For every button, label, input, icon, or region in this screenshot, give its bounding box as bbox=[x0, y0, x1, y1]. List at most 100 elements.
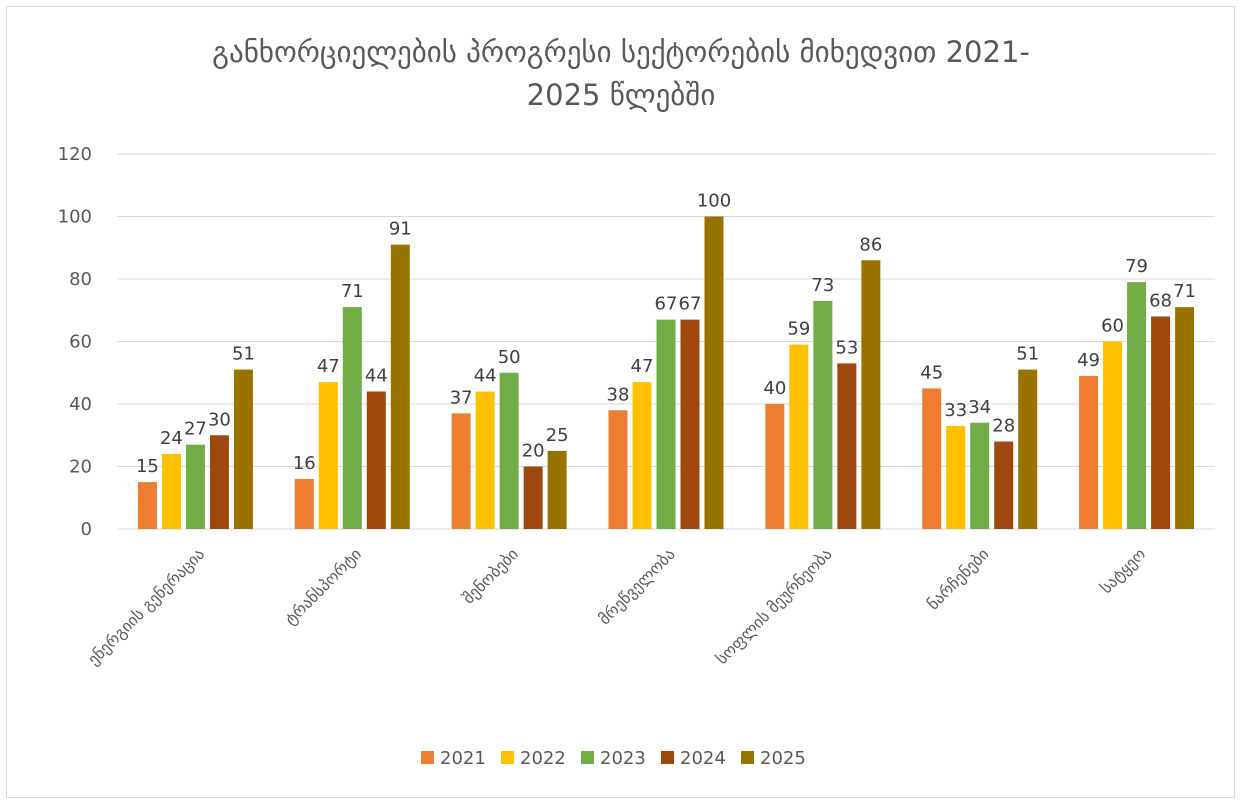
data-label: 91 bbox=[389, 219, 412, 240]
bar-2021 bbox=[137, 482, 157, 529]
data-label: 34 bbox=[968, 397, 991, 418]
bar-2022 bbox=[632, 382, 652, 529]
chart-title-line-1: განხორციელების პროგრესი სექტორების მიხედ… bbox=[212, 35, 1030, 69]
x-category-label: სატყეო bbox=[1096, 544, 1149, 597]
bar-2023 bbox=[342, 307, 362, 529]
data-label: 86 bbox=[859, 234, 882, 255]
data-label: 44 bbox=[365, 366, 388, 387]
bar-2021 bbox=[451, 413, 471, 529]
data-label: 53 bbox=[835, 337, 858, 358]
y-axis-ticks: 0 20 40 60 80 100 120 bbox=[58, 144, 92, 540]
data-label: 25 bbox=[546, 425, 569, 446]
chart-frame: განხორციელების პროგრესი სექტორების მიხედ… bbox=[6, 6, 1235, 798]
data-label: 51 bbox=[1016, 344, 1039, 365]
data-label: 59 bbox=[787, 319, 810, 340]
bar-2023 bbox=[185, 444, 205, 529]
data-label: 71 bbox=[341, 281, 364, 302]
chart-title: განხორციელების პროგრესი სექტორების მიხედ… bbox=[212, 35, 1030, 112]
bar-2021 bbox=[765, 404, 785, 529]
chart-title-line-2: 2025 წლებში bbox=[527, 78, 716, 112]
bar-2025 bbox=[1175, 307, 1195, 529]
data-label: 15 bbox=[136, 456, 159, 477]
bar-2023 bbox=[813, 300, 833, 529]
legend-label: 2025 bbox=[760, 748, 806, 769]
data-label: 20 bbox=[522, 441, 545, 462]
legend-label: 2022 bbox=[520, 748, 566, 769]
y-tick-label: 120 bbox=[58, 144, 92, 165]
data-label: 100 bbox=[697, 191, 731, 212]
bar-2025 bbox=[704, 216, 724, 529]
x-axis-categories: ენერგიის გენერაცია ტრანსპორტი შენობები მრეწ… bbox=[84, 544, 1150, 668]
bars bbox=[137, 216, 1195, 529]
bar-2025 bbox=[233, 369, 253, 529]
legend-swatch-2021 bbox=[421, 751, 434, 764]
bar-2021 bbox=[922, 388, 942, 529]
bar-2021 bbox=[294, 479, 314, 529]
legend-swatch-2023 bbox=[581, 751, 594, 764]
bar-2022 bbox=[789, 344, 809, 529]
y-tick-label: 80 bbox=[69, 269, 92, 290]
legend-label: 2024 bbox=[680, 748, 726, 769]
x-category-label: ენერგიის გენერაცია bbox=[84, 544, 208, 668]
data-label: 47 bbox=[631, 356, 654, 377]
bar-2024 bbox=[680, 319, 700, 529]
x-category-label: შენობები bbox=[459, 544, 522, 607]
bar-2022 bbox=[946, 425, 966, 529]
bar-2024 bbox=[209, 435, 229, 529]
bar-2023 bbox=[656, 319, 676, 529]
legend-label: 2023 bbox=[600, 748, 646, 769]
data-label: 24 bbox=[160, 428, 183, 449]
bar-2022 bbox=[1103, 341, 1123, 529]
bar-2023 bbox=[970, 422, 990, 529]
y-tick-label: 0 bbox=[81, 519, 92, 540]
data-label: 50 bbox=[498, 347, 521, 368]
legend-swatch-2025 bbox=[741, 751, 754, 764]
bar-2024 bbox=[366, 391, 386, 529]
legend: 2021 2022 2023 2024 2025 bbox=[421, 748, 806, 769]
y-tick-label: 100 bbox=[58, 207, 92, 228]
data-label: 51 bbox=[232, 344, 255, 365]
data-label: 73 bbox=[811, 275, 834, 296]
bar-2025 bbox=[1018, 369, 1038, 529]
data-label: 47 bbox=[317, 356, 340, 377]
data-label: 60 bbox=[1101, 316, 1124, 337]
bar-2022 bbox=[318, 382, 338, 529]
data-label: 68 bbox=[1149, 291, 1172, 312]
data-label: 71 bbox=[1173, 281, 1196, 302]
legend-label: 2021 bbox=[440, 748, 486, 769]
data-label: 79 bbox=[1125, 256, 1148, 277]
data-label: 28 bbox=[992, 416, 1015, 437]
bar-2025 bbox=[861, 260, 881, 529]
bar-2022 bbox=[161, 454, 181, 529]
y-tick-label: 60 bbox=[69, 332, 92, 353]
data-label: 40 bbox=[763, 378, 786, 399]
data-label: 33 bbox=[944, 400, 967, 421]
x-category-label: ნარჩენები bbox=[923, 544, 992, 613]
bar-2021 bbox=[1079, 375, 1099, 529]
data-label: 27 bbox=[184, 419, 207, 440]
bar-chart: განხორციელების პროგრესი სექტორების მიხედ… bbox=[58, 35, 1215, 769]
bar-2025 bbox=[390, 244, 410, 529]
legend-swatch-2022 bbox=[501, 751, 514, 764]
data-label: 30 bbox=[208, 409, 231, 430]
data-label: 49 bbox=[1077, 350, 1100, 371]
x-category-label: სოფლის მეურნეობა bbox=[712, 544, 836, 668]
bar-2024 bbox=[994, 441, 1014, 529]
data-label: 38 bbox=[607, 384, 630, 405]
data-label: 37 bbox=[450, 387, 473, 408]
bar-2022 bbox=[475, 391, 495, 529]
data-label: 44 bbox=[474, 366, 497, 387]
bar-2023 bbox=[1127, 282, 1147, 529]
data-label: 16 bbox=[293, 453, 316, 474]
bar-2024 bbox=[837, 363, 857, 529]
y-tick-label: 40 bbox=[69, 394, 92, 415]
x-category-label: ტრანსპორტი bbox=[281, 544, 365, 628]
data-label: 67 bbox=[679, 294, 702, 315]
data-label: 45 bbox=[920, 362, 943, 383]
data-label: 67 bbox=[655, 294, 678, 315]
y-tick-label: 20 bbox=[69, 457, 92, 478]
bar-2023 bbox=[499, 372, 519, 529]
legend-swatch-2024 bbox=[661, 751, 674, 764]
bar-2021 bbox=[608, 410, 628, 529]
